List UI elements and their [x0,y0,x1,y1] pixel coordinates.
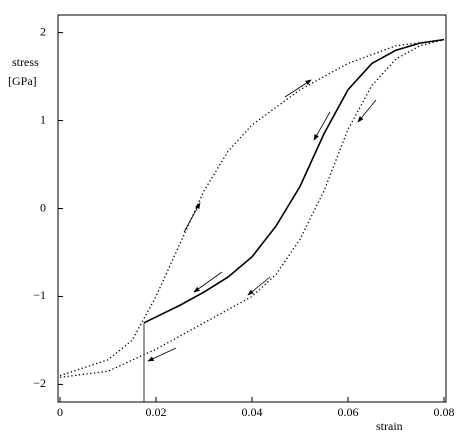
plot-frame [57,14,447,403]
arrow [147,347,177,362]
x-tick-label: 0.02 [146,405,167,419]
y-tick-label: −1 [33,288,46,302]
arrows [147,79,377,362]
x-tick-label: 0.08 [434,405,455,419]
arrow [313,111,331,141]
curve [59,38,445,377]
arrow [193,271,223,293]
y-tick-label: 1 [40,112,46,126]
y-tick-label: 2 [40,24,46,38]
y-tick-label: −2 [33,376,46,390]
curve [143,38,445,324]
y-axis-label: [GPa] [8,74,37,88]
curve [59,38,445,379]
y-axis-label: stress [12,55,39,69]
x-tick-label: 0.06 [338,405,359,419]
x-axis-label: strain [376,419,403,433]
y-tick-label: 0 [40,200,46,214]
arrow [183,202,201,233]
arrow [357,99,377,123]
arrow [284,79,312,98]
x-tick-label: 0.04 [242,405,263,419]
arrow [247,276,271,296]
x-tick-label: 0 [57,405,63,419]
